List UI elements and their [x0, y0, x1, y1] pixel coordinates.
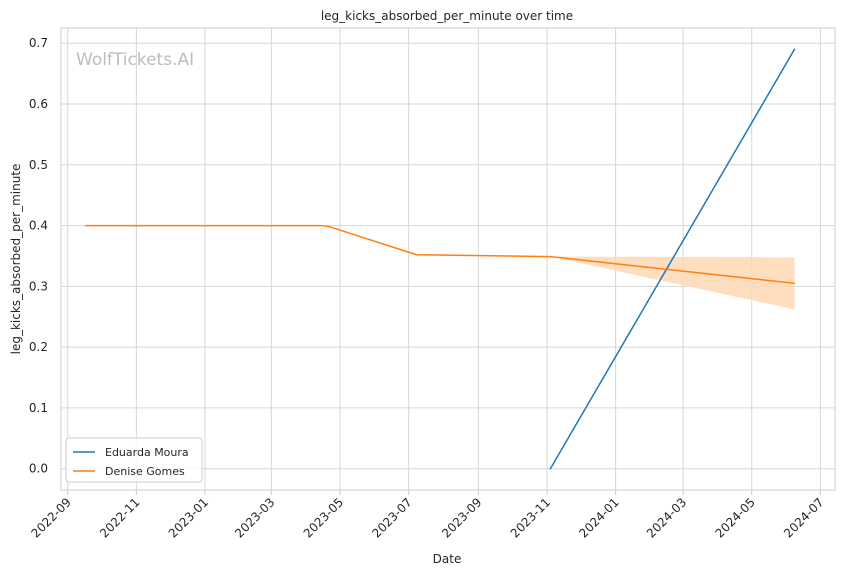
series-line-eduarda-moura: [549, 48, 796, 470]
y-tick-label: 0.0: [29, 462, 48, 476]
confidence-band-denise-gomes: [550, 256, 795, 310]
series-lines: [85, 48, 796, 470]
y-tick-label: 0.7: [29, 36, 48, 50]
legend: Eduarda Moura Denise Gomes: [65, 437, 203, 483]
plot-frame: [60, 27, 836, 491]
y-tick-label: 0.5: [29, 158, 48, 172]
x-axis-title: Date: [433, 552, 462, 566]
series-line-denise-gomes: [85, 224, 796, 285]
watermark: WolfTickets.AI: [76, 50, 194, 70]
y-tick-label: 0.1: [29, 401, 48, 415]
y-tick-label: 0.2: [29, 340, 48, 354]
y-tick-label: 0.3: [29, 279, 48, 293]
confidence-bands: [550, 256, 795, 310]
y-axis-title: leg_kicks_absorbed_per_minute: [9, 164, 23, 355]
y-tick-label: 0.6: [29, 97, 48, 111]
y-axis-ticks: 0.0 0.1 0.2 0.3 0.4 0.5 0.6 0.7: [29, 36, 48, 476]
legend-box: [65, 437, 203, 483]
y-tick-label: 0.4: [29, 219, 48, 233]
legend-label-eduarda-moura: Eduarda Moura: [105, 446, 189, 459]
legend-label-denise-gomes: Denise Gomes: [105, 465, 185, 478]
chart-title: leg_kicks_absorbed_per_minute over time: [321, 9, 573, 23]
